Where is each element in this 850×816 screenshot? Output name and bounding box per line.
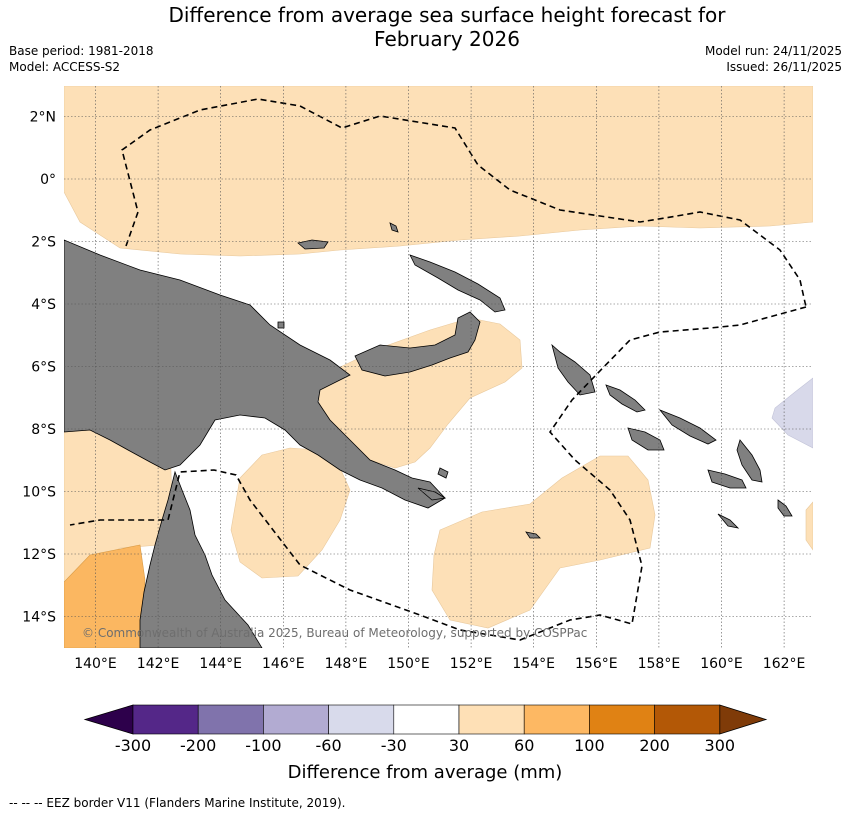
colorbar-title: Difference from average (mm) <box>288 762 563 783</box>
lon-tick-label: 154°E <box>512 656 555 672</box>
title-line-2: February 2026 <box>374 27 520 51</box>
new-guinea-land <box>64 239 446 509</box>
lon-tick-label: 160°E <box>700 656 743 672</box>
lon-tick-label: 152°E <box>450 656 493 672</box>
model-name: Model: ACCESS-S2 <box>9 60 121 74</box>
colorbar-segment <box>263 704 329 735</box>
colorbar-tick-label: 60 <box>514 736 534 755</box>
lon-tick-label: 142°E <box>137 656 180 672</box>
anomaly-region-strong <box>64 544 146 648</box>
islet-1 <box>277 321 285 329</box>
anomaly-region-coral-east <box>431 455 656 629</box>
colorbar-tick-label: -100 <box>245 736 281 755</box>
bougainville-land <box>551 343 596 396</box>
footer-legend: -- -- -- EEZ border V11 (Flanders Marine… <box>9 796 346 810</box>
lat-tick-label: 6°S <box>31 360 56 376</box>
colorbar-segment <box>393 704 460 735</box>
eez-border-line-1 <box>121 98 807 308</box>
makira-land <box>707 469 747 489</box>
lat-tick-label: 0° <box>40 172 56 188</box>
colorbar-tick-label: -200 <box>180 736 216 755</box>
new-britain-land <box>354 311 481 377</box>
title-line-1: Difference from average sea surface heig… <box>168 3 726 27</box>
base-period: Base period: 1981-2018 <box>9 44 154 58</box>
lat-tick-label: 10°S <box>22 485 56 501</box>
anomaly-region-east-edge <box>805 501 813 551</box>
colorbar-tick-label: 300 <box>705 736 736 755</box>
anomaly-region-north <box>64 86 813 257</box>
louisiade-land <box>525 531 541 539</box>
lat-tick-label: 2°S <box>31 235 56 251</box>
colorbar-extend-high <box>719 704 768 735</box>
lat-tick-label: 4°S <box>31 297 56 313</box>
new-hanover-land <box>389 222 399 233</box>
colorbar-tick-label: -30 <box>381 736 407 755</box>
issued-date: Issued: 26/11/2025 <box>726 60 842 74</box>
colorbar-tick-label: 30 <box>449 736 469 755</box>
lon-tick-label: 156°E <box>575 656 618 672</box>
lon-tick-label: 150°E <box>387 656 430 672</box>
meta-right: Model run: 24/11/2025 Issued: 26/11/2025 <box>705 43 842 75</box>
colorbar-segment <box>132 704 199 735</box>
lat-tick-label: 8°S <box>31 422 56 438</box>
islet-2 <box>717 513 740 529</box>
colorbar-extend-low <box>83 704 134 735</box>
lat-tick-label: 12°S <box>22 547 56 563</box>
dentrecasteaux-land <box>417 487 447 501</box>
anomaly-region-negative <box>771 377 813 449</box>
longitude-labels: 140°E 142°E 144°E 146°E 148°E 150°E 152°E 154°E… <box>74 656 805 672</box>
lon-tick-label: 148°E <box>325 656 368 672</box>
lon-tick-label: 162°E <box>763 656 806 672</box>
colorbar-tick-label: 200 <box>639 736 670 755</box>
latitude-labels: 2°N 0° 2°S 4°S 6°S 8°S 10°S 12°S 14°S <box>22 110 56 626</box>
colorbar: -300 -200 -100 -60 -30 30 60 100 200 300 <box>83 704 768 755</box>
map-title: Difference from average sea surface heig… <box>0 3 850 51</box>
colorbar-segment <box>197 704 264 735</box>
santa-isabel-land <box>658 409 717 445</box>
choiseul-land <box>605 384 646 413</box>
anomaly-region-coral-west <box>230 447 351 579</box>
lon-tick-label: 146°E <box>262 656 305 672</box>
model-run: Model run: 24/11/2025 <box>704 44 842 58</box>
colorbar-segment <box>654 704 721 735</box>
cape-york-land <box>139 470 263 648</box>
new-ireland-land <box>409 254 506 313</box>
colorbar-tick-label: -60 <box>316 736 342 755</box>
colorbar-segment <box>328 704 395 735</box>
manus-island-land <box>297 239 329 250</box>
lon-tick-label: 144°E <box>199 656 242 672</box>
malaita-land <box>736 439 763 483</box>
eez-borders <box>69 98 807 641</box>
lon-tick-label: 158°E <box>638 656 681 672</box>
colorbar-segment <box>458 704 525 735</box>
colorbar-tick-label: 100 <box>574 736 605 755</box>
map-plot-area: © Commonwealth of Australia 2025, Bureau… <box>64 86 813 648</box>
lat-tick-label: 14°S <box>22 610 56 626</box>
trobriand-land <box>437 467 449 479</box>
small-island-southeast <box>777 499 793 517</box>
copyright-text: © Commonwealth of Australia 2025, Bureau… <box>82 626 587 640</box>
colorbar-tick-label: -300 <box>115 736 151 755</box>
meta-left: Base period: 1981-2018 Model: ACCESS-S2 <box>9 43 154 75</box>
eez-border-line-2 <box>69 306 807 641</box>
lat-tick-label: 2°N <box>30 110 56 126</box>
lon-tick-label: 140°E <box>74 656 117 672</box>
guadalcanal-land <box>627 427 665 451</box>
gridlines <box>64 86 813 648</box>
colorbar-segment <box>523 704 590 735</box>
colorbar-segment <box>589 704 655 735</box>
